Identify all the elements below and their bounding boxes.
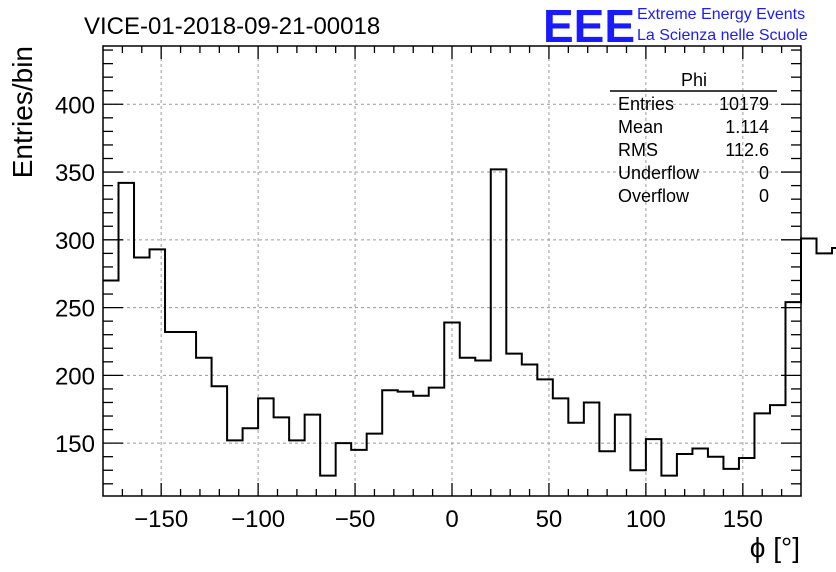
axis-ticks — [103, 46, 801, 496]
stats-row-label: Entries — [618, 94, 674, 114]
stats-row-value: 0 — [759, 186, 769, 206]
x-tick-label: −100 — [231, 506, 285, 533]
stats-row-label: RMS — [618, 140, 658, 160]
x-tick-label: 0 — [445, 506, 458, 533]
x-tick-labels: −150 −100 −50 0 50 100 150 — [134, 506, 763, 533]
y-tick-label: 200 — [55, 363, 95, 390]
stats-row-value: 10179 — [719, 94, 769, 114]
x-tick-label: 100 — [626, 506, 666, 533]
brand-line-1: Extreme Energy Events — [637, 6, 805, 23]
grid-lines — [103, 46, 801, 496]
histogram-series-line — [103, 168, 836, 477]
brand-line-2: La Scienza nelle Scuole — [637, 27, 808, 44]
stats-box-rows: Entries 10179 Mean 1.114 RMS 112.6 Underflow 0 O… — [618, 94, 769, 206]
stats-row-value: 1.114 — [725, 117, 769, 137]
y-tick-labels: 150 200 250 300 350 400 — [55, 92, 95, 458]
x-tick-label: 50 — [536, 506, 563, 533]
stats-row-value: 112.6 — [725, 140, 769, 160]
stats-row-label: Overflow — [618, 186, 690, 206]
eee-logo-text: EEE — [543, 0, 635, 52]
stats-row-label: Underflow — [618, 163, 700, 183]
x-tick-label: −150 — [134, 506, 188, 533]
eee-logo: EEE — [543, 0, 635, 52]
stats-box-title: Phi — [681, 70, 707, 90]
chart-title: VICE-01-2018-09-21-00018 — [84, 13, 380, 40]
x-tick-label: 150 — [723, 506, 763, 533]
y-axis-label: Entries/bin — [7, 46, 38, 178]
y-tick-label: 300 — [55, 228, 95, 255]
y-tick-label: 150 — [55, 431, 95, 458]
x-tick-label: −50 — [335, 506, 376, 533]
y-tick-label: 400 — [55, 92, 95, 119]
y-tick-label: 350 — [55, 160, 95, 187]
stats-row-label: Mean — [618, 117, 663, 137]
y-tick-label: 250 — [55, 296, 95, 323]
x-axis-label: ϕ [°] — [750, 532, 800, 563]
stats-box: Phi Entries 10179 Mean 1.114 RMS 112.6 Underfl… — [610, 70, 777, 206]
stats-row-value: 0 — [759, 163, 769, 183]
